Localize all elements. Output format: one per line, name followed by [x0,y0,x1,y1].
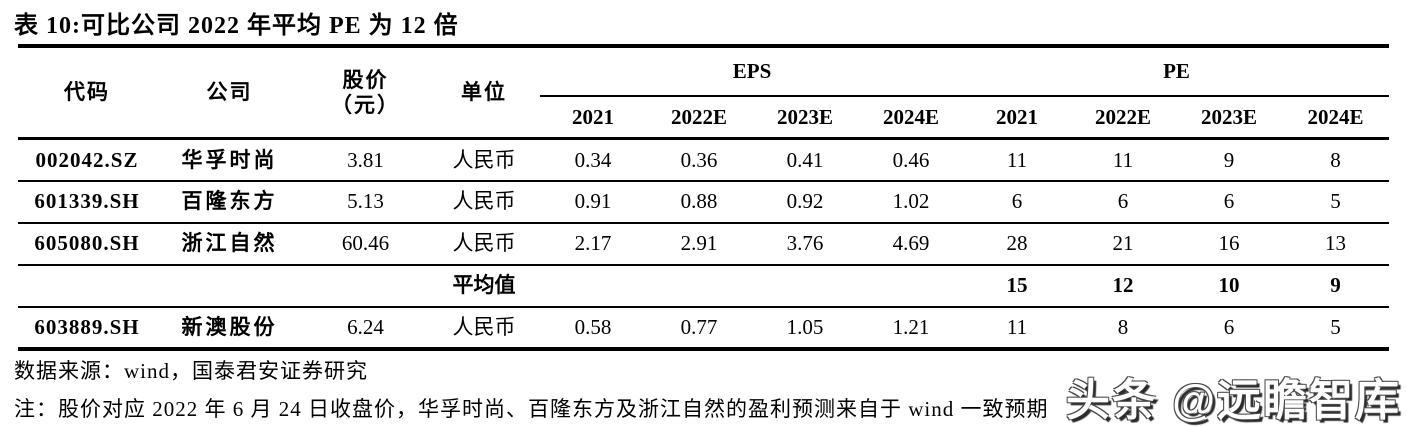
cell-eps-2023e: 0.92 [752,180,858,224]
cell-eps-2021: 0.58 [574,314,612,339]
table-row-huafu: 002042.SZ 华孚时尚 3.81 人民币 0.34 0.36 0.41 0… [18,138,1390,182]
cell-pe-2024e: 13 [1282,222,1390,266]
col-header-price: 股价 （元） [303,46,428,140]
cell-pe-2024e-avg: 9 [1282,264,1390,308]
watermark-toutiao-yuanzhan: 头条 @远瞻智库 [1065,376,1401,425]
cell-pe-2021: 28 [964,222,1071,266]
cell-eps-2023e: 0.41 [752,138,858,182]
col-header-unit: 单位 [428,46,540,140]
col-group-pe: PE [964,46,1390,97]
cell-pe-2022e: 6 [1070,180,1177,224]
col-header-eps-2024e: 2024E [858,96,965,140]
cell-pe-2024e: 5 [1330,314,1341,339]
col-header-company: 公司 [156,46,303,140]
cell-pe-2024e: 8 [1282,138,1390,182]
cell-code: 002042.SZ [18,138,156,182]
footnote-line: 注：股价对应 2022 年 6 月 24 日收盘价，华孚时尚、百隆东方及浙江自然… [14,397,1049,421]
cell-company: 百隆东方 [156,180,303,224]
cell-eps-2023e: 1.05 [786,314,824,339]
cell-pe-2021: 11 [1006,314,1028,339]
col-header-pe-2023e: 2023E [1176,96,1283,140]
cell-pe-2023e: 9 [1176,138,1283,182]
cell-eps-2022e-empty [646,264,752,308]
cell-eps-2022e: 0.88 [646,180,752,224]
cell-pe-2024e: 5 [1282,180,1390,224]
cell-company: 浙江自然 [156,222,303,266]
cell-pe-2021: 11 [964,138,1071,182]
cell-price-empty [303,264,428,308]
cell-pe-2022e: 21 [1070,222,1177,266]
col-header-pe-2024e: 2024E [1282,96,1390,140]
cell-unit: 人民币 [428,222,540,266]
cell-eps-2024e-empty [858,264,965,308]
cell-unit: 人民币 [428,180,540,224]
cell-code-empty [18,264,156,308]
cell-company-empty [156,264,303,308]
cell-eps-2022e: 0.77 [680,314,718,339]
cell-price: 6.24 [347,314,384,339]
table-row-bailong: 601339.SH 百隆东方 5.13 人民币 0.91 0.88 0.92 1… [18,180,1390,224]
col-header-eps-2023e: 2023E [752,96,858,140]
cell-eps-2022e: 0.36 [646,138,752,182]
col-header-pe-2022e: 2022E [1070,96,1177,140]
col-header-eps-2022e: 2022E [646,96,752,140]
col-group-eps: EPS [540,46,965,97]
cell-pe-2022e: 11 [1070,138,1177,182]
cell-price: 60.46 [303,222,428,266]
col-header-price-line2: （元） [331,92,400,117]
cell-pe-2023e: 16 [1176,222,1283,266]
cell-eps-2024e: 4.69 [858,222,965,266]
table-row-xinao: 603889.SH 新澳股份 6.24 人民币 0.58 0.77 1.05 1… [18,307,1389,349]
data-source-line: 数据来源：wind，国泰君安证券研究 [14,359,368,383]
cell-eps-2024e: 1.21 [892,314,930,339]
cell-pe-2022e-avg: 12 [1070,264,1177,308]
cell-pe-2023e: 6 [1176,180,1283,224]
col-header-price-line1: 股价 [342,68,389,93]
cell-company: 华孚时尚 [156,138,303,182]
cell-unit: 人民币 [452,314,516,339]
cell-unit: 人民币 [428,138,540,182]
cell-pe-2021-avg: 15 [964,264,1071,308]
table-row-average: 平均值 15 12 10 9 [18,264,1390,308]
cell-eps-2021: 0.91 [540,180,646,224]
col-header-pe-2021: 2021 [964,96,1071,140]
cell-pe-2023e-avg: 10 [1176,264,1283,308]
cell-price: 5.13 [303,180,428,224]
col-header-eps-2021: 2021 [540,96,646,140]
cell-eps-2022e: 2.91 [646,222,752,266]
table-row-zhejiang: 605080.SH 浙江自然 60.46 人民币 2.17 2.91 3.76 … [18,222,1390,266]
cell-pe-2023e: 6 [1223,314,1235,339]
cell-average-label: 平均值 [428,264,540,308]
cell-eps-2021-empty [540,264,646,308]
cell-eps-2021: 2.17 [540,222,646,266]
header-row-years: 2021 2022E 2023E 2024E 2021 2022E 2023E … [18,96,1390,140]
cell-pe-2021: 6 [964,180,1071,224]
col-header-code: 代码 [18,46,156,140]
cell-company: 新澳股份 [181,314,278,339]
cell-code: 605080.SH [18,222,156,266]
table-title: 表 10:可比公司 2022 年平均 PE 为 12 倍 [14,13,459,39]
cell-eps-2021: 0.34 [540,138,646,182]
cell-eps-2024e: 1.02 [858,180,965,224]
cell-eps-2024e: 0.46 [858,138,965,182]
header-row-groups: 代码 公司 股价 （元） 单位 EPS PE [18,46,1390,140]
cell-eps-2023e-empty [752,264,858,308]
cell-price: 3.81 [303,138,428,182]
cell-code: 603889.SH [34,314,140,339]
cell-code: 601339.SH [18,180,156,224]
cell-eps-2023e: 3.76 [752,222,858,266]
comparable-companies-table: 代码 公司 股价 （元） 单位 EPS PE 2021 2022E 2023E … [18,44,1390,351]
cell-pe-2022e: 8 [1117,314,1129,339]
